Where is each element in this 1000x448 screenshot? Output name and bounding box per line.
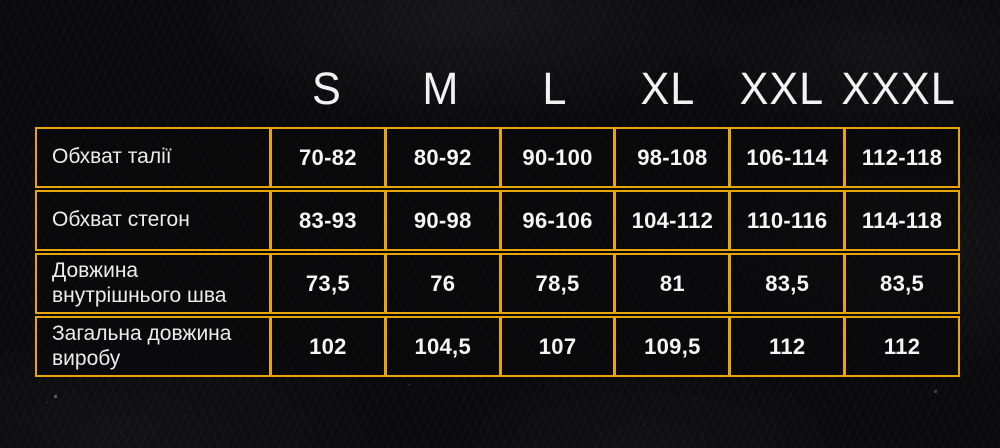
table-cell: 73,5: [269, 255, 384, 312]
table-cell: 83,5: [843, 255, 958, 312]
table-cell: 107: [498, 318, 614, 375]
table-row-total-length: Загальна довжина виробу 102 104,5 107 10…: [35, 316, 960, 377]
table-cell: 98-108: [613, 129, 728, 186]
table-cell: 96-106: [498, 192, 614, 249]
table-row-inseam: Довжина внутрішнього шва 73,5 76 78,5 81…: [35, 253, 960, 314]
table-cell: 104,5: [383, 318, 499, 375]
size-header-xl: XL: [640, 63, 696, 114]
table-cell: 106-114: [728, 129, 843, 186]
table-cell: 110-116: [728, 192, 843, 249]
row-label: Обхват талії: [52, 145, 172, 169]
table-cell: 112-118: [843, 129, 958, 186]
table-cell: 83-93: [269, 192, 384, 249]
row-label: Загальна довжина виробу: [52, 321, 232, 370]
table-cell: 112: [843, 318, 958, 375]
size-header-row: S M L XL XXL XXXL: [270, 62, 958, 116]
table-cell: 80-92: [383, 129, 499, 186]
table-cell: 90-100: [498, 129, 614, 186]
table-cell: 70-82: [269, 129, 384, 186]
table-cell: 83,5: [728, 255, 843, 312]
table-cell: 104-112: [613, 192, 728, 249]
size-header-s: S: [311, 63, 342, 114]
size-header-m: M: [422, 63, 460, 114]
table-cell: 114-118: [843, 192, 958, 249]
size-header-xxxl: XXXL: [841, 63, 956, 114]
row-label: Довжина внутрішнього шва: [52, 258, 227, 307]
table-cell: 81: [613, 255, 728, 312]
table-row-waist: Обхват талії 70-82 80-92 90-100 98-108 1…: [35, 127, 960, 188]
table-cell: 109,5: [613, 318, 728, 375]
table-cell: 112: [728, 318, 843, 375]
table-row-hips: Обхват стегон 83-93 90-98 96-106 104-112…: [35, 190, 960, 251]
table-cell: 102: [269, 318, 384, 375]
size-header-l: L: [541, 63, 567, 114]
table-cell: 78,5: [498, 255, 614, 312]
size-chart-table: Обхват талії 70-82 80-92 90-100 98-108 1…: [35, 127, 960, 377]
table-cell: 76: [383, 255, 499, 312]
row-label: Обхват стегон: [52, 208, 190, 232]
table-cell: 90-98: [383, 192, 499, 249]
size-header-xxl: XXL: [739, 63, 825, 114]
